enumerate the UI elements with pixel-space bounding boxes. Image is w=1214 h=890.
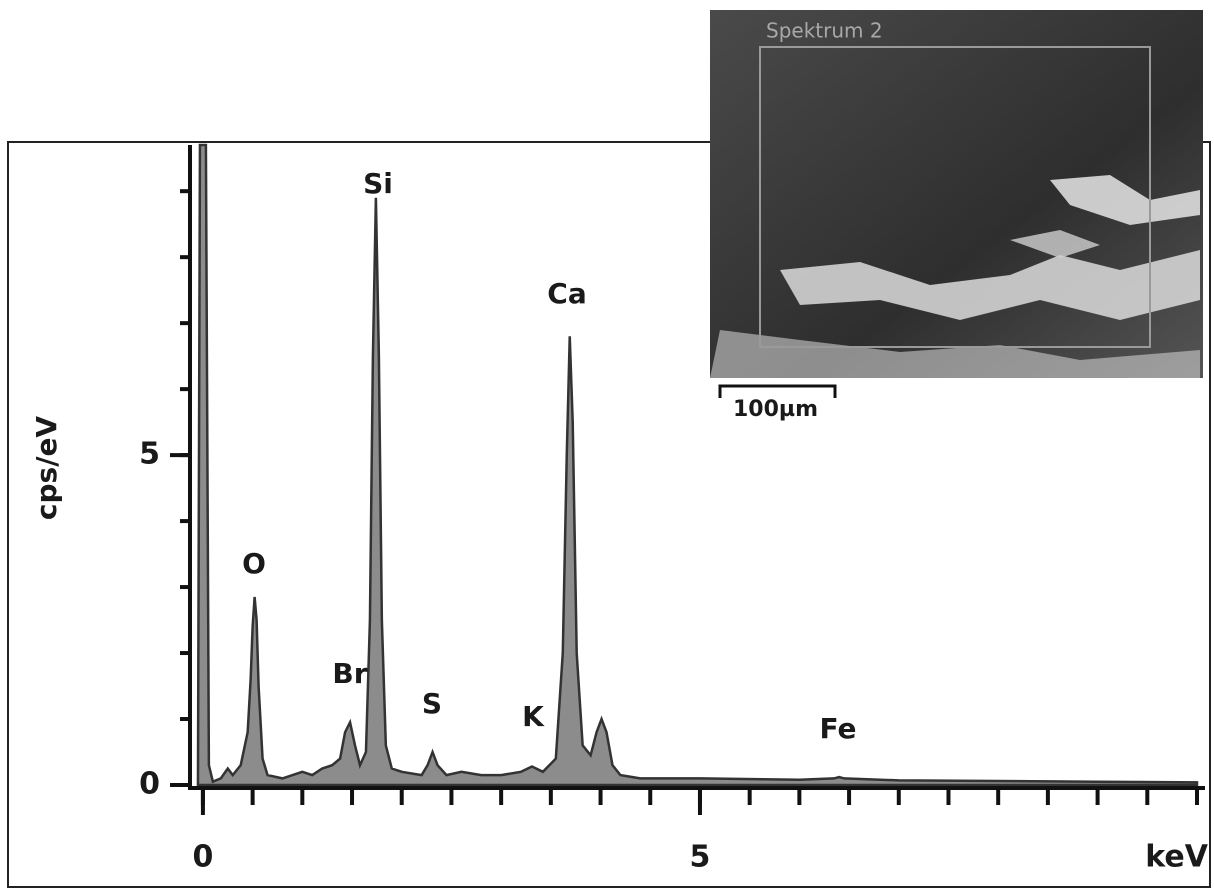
bright-region bbox=[710, 330, 1200, 378]
peak-label: Fe bbox=[820, 712, 857, 745]
y-tick-label: 5 bbox=[139, 437, 160, 472]
inset-title: Spektrum 2 bbox=[766, 19, 883, 43]
x-tick-label: 0 bbox=[192, 840, 213, 875]
bright-region bbox=[1050, 175, 1200, 225]
spectrum-region bbox=[759, 46, 1151, 348]
bright-region bbox=[1010, 230, 1100, 258]
spectrum bbox=[196, 143, 1199, 787]
bright-region bbox=[780, 250, 1200, 320]
peak-label: K bbox=[522, 700, 545, 733]
x-axis-label: keV bbox=[1145, 840, 1208, 875]
x-tick-label: 5 bbox=[690, 840, 711, 875]
peak-label: Ca bbox=[547, 277, 586, 310]
scale-bar-label: 100µm bbox=[733, 397, 818, 422]
frame bbox=[7, 141, 1211, 888]
scale-bar bbox=[718, 384, 837, 398]
peak-label: Br bbox=[332, 657, 367, 690]
peak-label: Si bbox=[363, 167, 393, 200]
inset-image: Spektrum 2 100µm bbox=[710, 10, 1203, 422]
peak-label: S bbox=[422, 687, 442, 720]
y-tick-label: 0 bbox=[139, 767, 160, 802]
y-axis-label: cps/eV bbox=[30, 416, 63, 521]
peak-label: O bbox=[242, 547, 266, 580]
